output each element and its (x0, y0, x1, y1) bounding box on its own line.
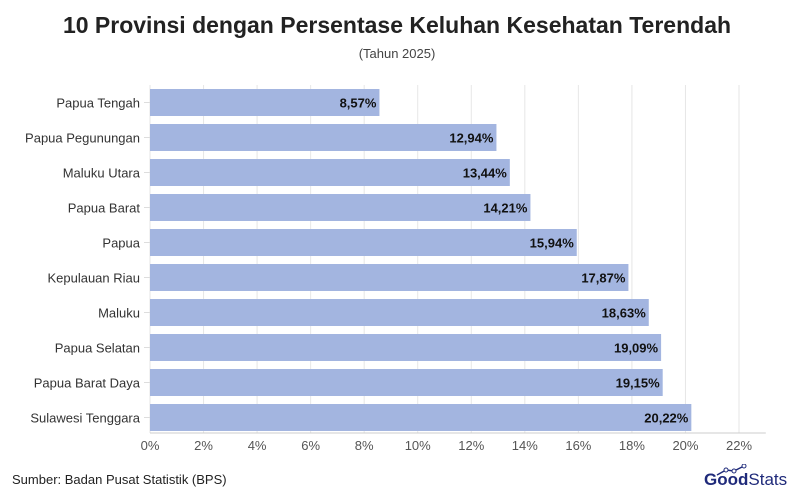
x-tick-label: 18% (619, 438, 645, 453)
x-tick-label: 2% (194, 438, 213, 453)
x-tick-label: 14% (512, 438, 538, 453)
data-label: 8,57% (340, 96, 377, 111)
x-tick-label: 12% (458, 438, 484, 453)
logo-bold: Good (704, 470, 749, 489)
x-tick-label: 10% (405, 438, 431, 453)
data-label: 12,94% (449, 131, 494, 146)
y-category-label: Papua Tengah (56, 96, 140, 111)
data-label: 17,87% (581, 271, 626, 286)
data-label: 18,63% (602, 306, 647, 321)
y-category-label: Papua Barat (68, 201, 141, 216)
logo-light: Stats (748, 470, 788, 489)
y-category-label: Papua Pegunungan (25, 131, 140, 146)
x-tick-label: 8% (355, 438, 374, 453)
x-tick-label: 16% (565, 438, 591, 453)
bar (150, 159, 510, 186)
y-category-label: Papua Barat Daya (34, 376, 141, 391)
data-label: 20,22% (644, 411, 689, 426)
bar (150, 299, 649, 326)
bar (150, 334, 662, 361)
bar (150, 124, 497, 151)
data-label: 13,44% (463, 166, 508, 181)
y-category-label: Papua (102, 236, 140, 251)
source-note: Sumber: Badan Pusat Statistik (BPS) (12, 472, 227, 487)
x-tick-label: 22% (726, 438, 752, 453)
chart-title: 10 Provinsi dengan Persentase Keluhan Ke… (62, 12, 732, 38)
data-label: 14,21% (483, 201, 528, 216)
y-category-label: Maluku Utara (63, 166, 141, 181)
data-label: 19,09% (614, 341, 659, 356)
x-tick-label: 20% (672, 438, 698, 453)
chart-line-icon (716, 464, 747, 476)
goodstats-logo: GoodStats (704, 464, 788, 490)
x-tick-label: 0% (141, 438, 160, 453)
y-category-label: Kepulauan Riau (47, 271, 140, 286)
bar (150, 404, 692, 431)
x-tick-label: 6% (301, 438, 320, 453)
y-category-label: Maluku (98, 306, 140, 321)
bar (150, 89, 380, 116)
bar (150, 369, 663, 396)
data-label: 15,94% (530, 236, 575, 251)
bar (150, 229, 577, 256)
y-category-label: Sulawesi Tenggara (30, 411, 140, 426)
x-tick-label: 4% (248, 438, 267, 453)
y-category-label: Papua Selatan (55, 341, 140, 356)
chart-subtitle: (Tahun 2025) (358, 46, 436, 61)
bar (150, 264, 629, 291)
data-label: 19,15% (616, 376, 661, 391)
bar (150, 194, 531, 221)
bar-chart: 0% 2% 4% 6% 8% 10% 12% 14% 16% 18% 20% 22% Papua Ten… (25, 85, 766, 453)
